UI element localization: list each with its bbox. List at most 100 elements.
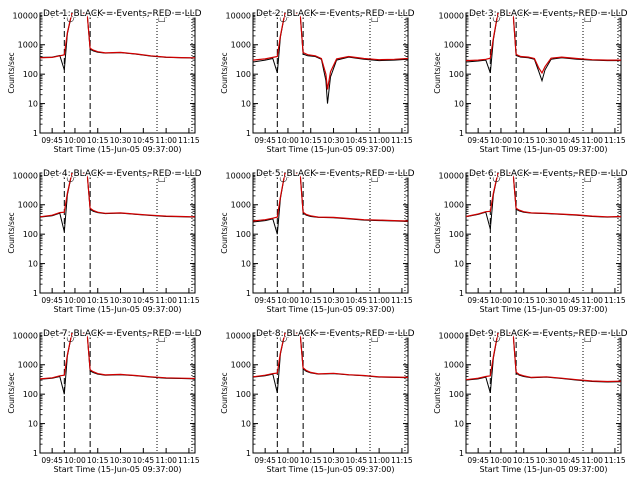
x-tick-label: 10:45 xyxy=(559,456,581,465)
x-tick-label: 10:15 xyxy=(300,456,322,465)
x-tick-label: 09:45 xyxy=(41,456,63,465)
x-tick-label: 10:45 xyxy=(133,296,155,305)
x-tick-label: 11:15 xyxy=(604,296,626,305)
series-line-events xyxy=(40,173,195,232)
y-tick-label: 10 xyxy=(454,100,464,109)
x-tick-label: 11:15 xyxy=(391,296,413,305)
y-tick-label: 100 xyxy=(23,230,38,239)
y-tick-label: 1000 xyxy=(231,201,251,210)
x-tick-label: 10:45 xyxy=(346,456,368,465)
y-tick-label: 1000 xyxy=(444,41,464,50)
y-tick-label: 100 xyxy=(449,230,464,239)
x-tick-label: 10:00 xyxy=(277,296,299,305)
square-glyph: □ xyxy=(371,334,379,343)
x-tick-label: 10:30 xyxy=(110,136,132,145)
plot-frame xyxy=(39,12,196,134)
x-axis-label: Start Time (15-Jun-05 09:37:00) xyxy=(480,305,608,314)
y-tick-label: 100 xyxy=(449,390,464,399)
x-tick-label: 10:00 xyxy=(277,136,299,145)
x-tick-label: 10:45 xyxy=(346,136,368,145)
chart-title: Det 5: BLACK = Events, RED = LLD xyxy=(256,169,415,179)
x-tick-label: 11:00 xyxy=(368,456,390,465)
series-line-lld xyxy=(253,333,408,378)
x-tick-label: 10:30 xyxy=(536,136,558,145)
x-tick-label: 10:30 xyxy=(536,456,558,465)
series-group xyxy=(253,333,408,394)
y-axis-label: Counts/sec xyxy=(7,372,16,413)
square-glyph: □ xyxy=(371,14,379,23)
plot-frame xyxy=(252,332,409,454)
x-tick-label: 10:00 xyxy=(64,456,86,465)
y-tick-label: 1000 xyxy=(18,41,38,50)
series-line-lld xyxy=(253,13,408,90)
series-line-lld xyxy=(466,173,621,218)
chart-panel-det-1: 1 10 100 1000 10000 09:45 10:00 10:15 10:30 10:45… xyxy=(7,8,203,155)
series-group xyxy=(40,173,195,232)
x-tick-label: 11:00 xyxy=(155,296,177,305)
square-glyph: □ xyxy=(158,334,166,343)
x-tick-label: 10:00 xyxy=(490,456,512,465)
circle-glyph: ○ xyxy=(66,334,74,344)
series-group xyxy=(40,333,195,395)
square-glyph: □ xyxy=(371,174,379,183)
circle-glyph: ○ xyxy=(492,334,500,344)
x-tick-label: 10:00 xyxy=(490,136,512,145)
circle-glyph: ○ xyxy=(279,14,287,24)
x-axis-label: Start Time (15-Jun-05 09:37:00) xyxy=(267,465,395,474)
series-line-lld xyxy=(40,333,195,380)
chart-panel-det-6: 1 10 100 1000 10000 09:45 10:00 10:15 10:30 10:45… xyxy=(433,168,629,315)
y-tick-label: 10000 xyxy=(439,11,464,20)
y-tick-label: 10000 xyxy=(13,11,38,20)
y-tick-label: 10 xyxy=(454,260,464,269)
circle-glyph: ○ xyxy=(279,334,287,344)
y-tick-label: 10 xyxy=(454,420,464,429)
y-axis-label: Counts/sec xyxy=(7,212,16,253)
x-tick-label: 10:30 xyxy=(323,296,345,305)
x-tick-label: 09:45 xyxy=(41,136,63,145)
series-group xyxy=(466,333,621,394)
x-tick-label: 09:45 xyxy=(467,136,489,145)
x-tick-label: 10:45 xyxy=(346,296,368,305)
chart-panel-det-7: 1 10 100 1000 10000 09:45 10:00 10:15 10:30 10:45… xyxy=(7,328,203,475)
series-line-events xyxy=(466,13,621,83)
square-glyph: □ xyxy=(584,334,592,343)
y-tick-label: 1000 xyxy=(18,201,38,210)
y-tick-label: 10 xyxy=(241,100,251,109)
y-tick-label: 10000 xyxy=(13,331,38,340)
x-tick-label: 10:45 xyxy=(133,136,155,145)
chart-panel-det-8: 1 10 100 1000 10000 09:45 10:00 10:15 10:30 10:45… xyxy=(220,328,416,475)
x-tick-label: 10:15 xyxy=(300,296,322,305)
y-tick-label: 10 xyxy=(241,420,251,429)
x-tick-label: 10:30 xyxy=(323,456,345,465)
y-tick-label: 1 xyxy=(33,129,38,138)
x-tick-label: 10:15 xyxy=(513,136,535,145)
chart-title: Det 8: BLACK = Events, RED = LLD xyxy=(256,329,415,339)
x-tick-label: 11:00 xyxy=(155,456,177,465)
y-tick-label: 100 xyxy=(236,230,251,239)
x-tick-label: 10:00 xyxy=(490,296,512,305)
chart-title: Det 7: BLACK = Events, RED = LLD xyxy=(43,329,202,339)
x-tick-label: 11:00 xyxy=(368,136,390,145)
y-axis-label: Counts/sec xyxy=(220,212,229,253)
x-tick-label: 11:00 xyxy=(155,136,177,145)
series-line-events xyxy=(466,333,621,394)
series-group xyxy=(253,173,408,235)
series-group xyxy=(466,13,621,83)
y-tick-label: 1 xyxy=(459,129,464,138)
x-tick-label: 10:00 xyxy=(64,136,86,145)
y-axis-label: Counts/sec xyxy=(433,212,442,253)
x-tick-label: 10:45 xyxy=(133,456,155,465)
x-tick-label: 09:45 xyxy=(467,456,489,465)
y-axis-label: Counts/sec xyxy=(220,372,229,413)
y-tick-label: 1000 xyxy=(444,361,464,370)
y-tick-label: 1 xyxy=(246,289,251,298)
x-tick-label: 11:15 xyxy=(604,136,626,145)
x-tick-label: 10:15 xyxy=(513,296,535,305)
x-tick-label: 11:00 xyxy=(581,456,603,465)
y-tick-label: 1000 xyxy=(231,41,251,50)
x-tick-label: 10:30 xyxy=(323,136,345,145)
series-group xyxy=(466,173,621,230)
circle-glyph: ○ xyxy=(66,14,74,24)
series-line-events xyxy=(40,13,195,71)
